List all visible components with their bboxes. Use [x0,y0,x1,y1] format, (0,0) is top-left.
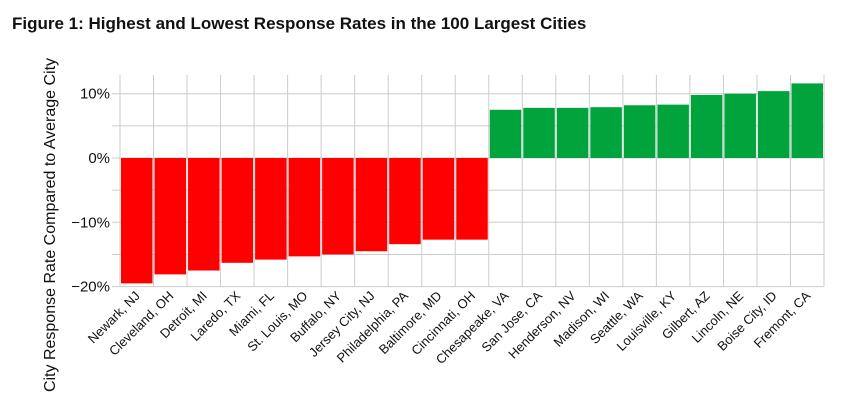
bar-madison-wi [590,107,622,158]
y-tick-label: 0% [88,150,110,167]
gridlines [112,75,825,288]
bar-miami-fl [255,158,287,260]
bar-cleveland-oh [154,158,187,275]
bar-lincoln-ne [724,93,756,158]
bar-st-louis-mo [288,158,321,257]
bar-boise-city-id [757,91,790,158]
bar-henderson-nv [556,107,589,158]
bars [121,83,823,284]
bar-fremont-ca [791,83,823,158]
bar-seattle-wa [623,105,656,158]
bar-gilbert-az [690,94,723,158]
bar-louisville-ky [657,104,689,158]
y-tick-labels: −20% −10% 0% 10% [71,86,110,296]
y-axis-label: City Response Rate Compared to Average C… [42,58,59,392]
y-tick-label: −20% [71,279,110,296]
y-tick-label: −10% [71,214,110,231]
bar-laredo-tx [221,158,254,263]
y-tick-label: 10% [80,86,110,103]
bar-jersey-city-nj [355,158,388,252]
bar-newark-nj [121,158,153,284]
bar-baltimore-md [422,158,455,240]
figure-title: Figure 1: Highest and Lowest Response Ra… [12,14,587,33]
bar-chesapeake-va [489,109,522,158]
bar-philadelphia-pa [389,158,421,245]
bar-cincinnati-oh [456,158,488,240]
bar-san-jose-ca [523,107,555,158]
bar-detroit-mi [188,158,220,271]
bar-buffalo-ny [322,158,354,255]
